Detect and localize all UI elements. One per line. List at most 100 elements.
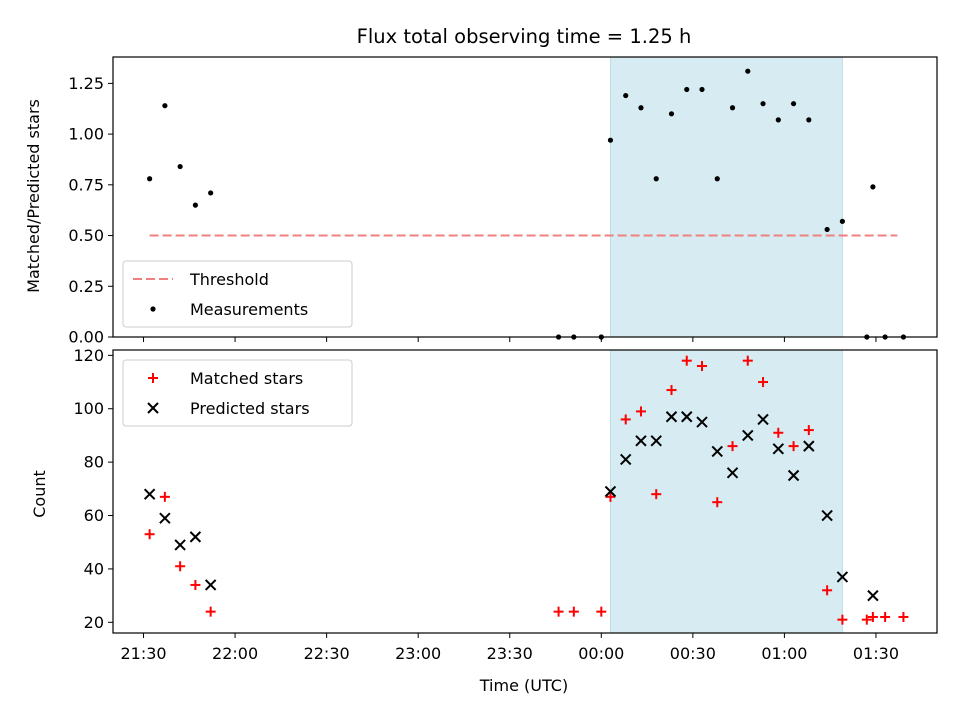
top-series-0-point-18 (760, 101, 766, 107)
bottom-series-1-point-1 (159, 512, 171, 524)
top-highlight-span (609, 56, 843, 338)
bottom-series-0-point-6 (568, 606, 579, 617)
bottom-series-0-point-22 (822, 585, 833, 596)
bottom-series-0-point-27 (898, 611, 909, 622)
top-series-0-point-20 (790, 101, 797, 107)
top-series-0 (147, 68, 907, 340)
top-legend-box (122, 260, 353, 328)
top-series-0-point-1 (162, 103, 168, 109)
top-series-0-point-13 (684, 86, 690, 93)
bottom-series-0-point-1 (159, 491, 170, 502)
top-series-0-point-11 (653, 176, 659, 182)
xtick-label-7: 01:00 (761, 644, 807, 663)
top-series-0-point-3 (192, 202, 198, 208)
xtick-label-6: 00:30 (670, 644, 716, 663)
bottom-legend-swatch-0 (148, 373, 158, 383)
bottom-series-0-point-2 (175, 561, 186, 572)
bottom-series-0-point-19 (773, 427, 784, 438)
bottom-series-1-point-3 (189, 531, 202, 543)
bottom-legend-label-0: Matched stars (190, 369, 303, 388)
bottom-series-0-point-18 (758, 377, 769, 388)
bottom-series-1-point-2 (174, 539, 186, 551)
bottom-series-0-point-10 (635, 406, 646, 417)
top-series-0-point-14 (699, 86, 705, 93)
bottom-series-0-point-4 (205, 606, 216, 617)
bottom-series-0-point-12 (666, 385, 677, 396)
top-series-0-point-8 (607, 137, 614, 143)
top-series-0-point-4 (208, 190, 214, 196)
top-axes-frame (112, 56, 938, 338)
top-ytick-label-0: 0.00 (68, 328, 104, 347)
bottom-legend: Matched stars Predicted stars (122, 359, 353, 427)
top-series-0-point-16 (729, 105, 736, 111)
bottom-series-1-point-7 (635, 435, 647, 447)
bottom-series-1 (143, 411, 879, 602)
top-ytick-label-4: 1.00 (68, 125, 104, 144)
bottom-ytick-label-0: 20 (84, 613, 104, 632)
top-series-0-point-10 (638, 105, 644, 111)
bottom-series-0-point-21 (803, 425, 814, 436)
xtick-label-8: 01:30 (853, 644, 899, 663)
top-series-0-point-23 (839, 218, 845, 224)
xtick-label-2: 22:30 (304, 644, 350, 663)
bottom-series-0-point-15 (712, 497, 723, 508)
bottom-series-1-point-5 (604, 485, 617, 498)
top-series-0-point-17 (745, 68, 751, 74)
bottom-series-0-point-26 (880, 611, 891, 622)
xtick-label-1: 22:00 (212, 644, 258, 663)
top-legend-swatch-1 (150, 306, 156, 312)
xtick-label-5: 00:00 (578, 644, 624, 663)
bottom-series-0 (144, 355, 909, 625)
top-ytick-label-5: 1.25 (68, 74, 104, 93)
bottom-series-0-point-5 (553, 606, 564, 617)
top-legend: Threshold Measurements (122, 260, 353, 328)
bottom-series-0-point-20 (788, 441, 799, 452)
bottom-series-0-point-0 (144, 529, 155, 540)
top-series-0-point-19 (775, 117, 781, 123)
bottom-series-1-point-19 (821, 509, 833, 522)
top-series-0-point-15 (714, 176, 720, 182)
top-series-0-point-9 (623, 92, 629, 99)
top-legend-label-1: Measurements (190, 300, 308, 319)
bottom-series-1-point-0 (143, 488, 156, 500)
bottom-series-0-point-23 (837, 614, 848, 625)
bottom-series-1-point-16 (772, 443, 785, 455)
bottom-axes-frame (112, 349, 938, 634)
bottom-legend-box (122, 359, 353, 427)
top-series-0-point-25 (870, 184, 876, 190)
top-legend-label-0: Threshold (189, 270, 269, 289)
top-series-0-point-22 (824, 226, 830, 233)
bottom-series-1-point-4 (204, 579, 217, 591)
bottom-legend-label-1: Predicted stars (190, 399, 310, 418)
x-axis-label: Time (UTC) (479, 676, 568, 695)
bottom-series-0-point-9 (620, 414, 631, 425)
chart-title: Flux total observing time = 1.25 h (357, 25, 692, 48)
xtick-label-3: 23:00 (395, 644, 441, 663)
bottom-ytick-label-5: 120 (73, 346, 104, 365)
bottom-series-0-point-8 (605, 491, 616, 502)
top-series-0-point-21 (806, 117, 812, 123)
bottom-series-1-point-14 (742, 429, 754, 442)
bottom-series-0-point-11 (651, 489, 662, 500)
bottom-series-0-point-24 (861, 614, 872, 625)
top-ytick-label-1: 0.25 (68, 277, 104, 296)
top-panel: 0.00 0.25 0.50 0.75 1.00 1.25 Threshold Measure… (68, 56, 938, 347)
bottom-series-0-point-3 (190, 579, 201, 590)
bottom-series-1-point-12 (711, 445, 723, 458)
bottom-ytick-label-3: 80 (84, 453, 104, 472)
bottom-series-1-point-17 (787, 469, 800, 482)
bottom-series-1-point-15 (757, 413, 769, 426)
xtick-label-4: 23:30 (487, 644, 533, 663)
bottom-series-1-point-18 (803, 440, 815, 452)
bottom-highlight-span (609, 349, 843, 634)
bottom-series-1-point-10 (681, 411, 693, 423)
bottom-panel: 20 40 60 80 100 120 21:30 22:00 22:30 23:00 23:30 0… (73, 346, 938, 663)
bottom-series-1-point-9 (665, 411, 678, 423)
bottom-series-0-point-7 (596, 606, 607, 617)
bottom-series-1-point-20 (836, 571, 849, 583)
top-y-axis-label: Matched/Predicted stars (24, 99, 43, 293)
bottom-series-1-point-11 (696, 416, 708, 428)
bottom-ytick-label-4: 100 (73, 399, 104, 418)
top-series-0-point-0 (147, 176, 153, 182)
